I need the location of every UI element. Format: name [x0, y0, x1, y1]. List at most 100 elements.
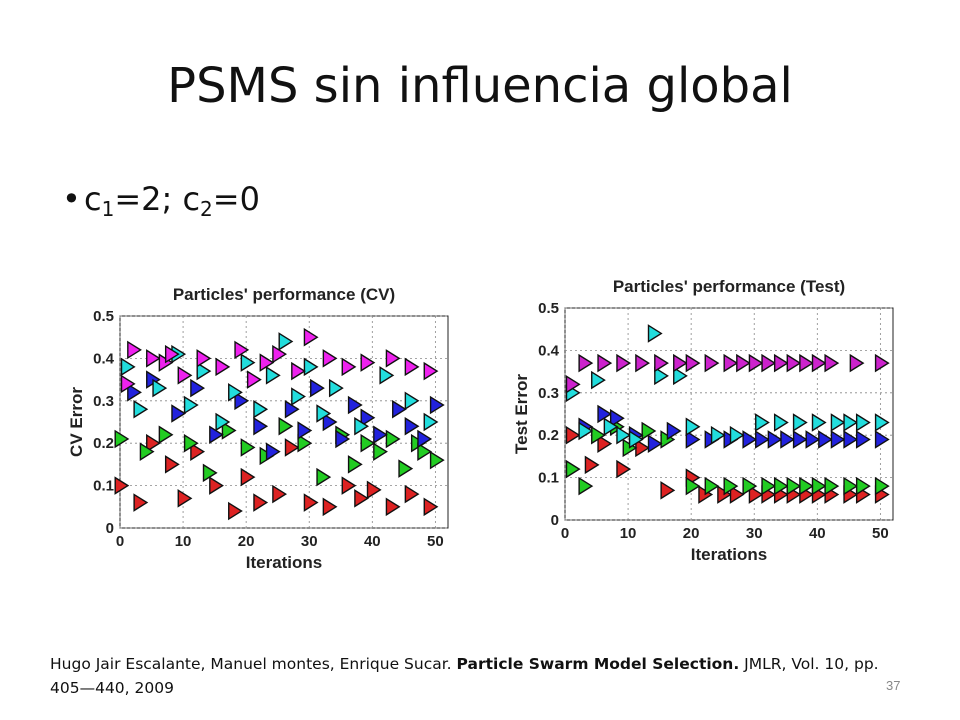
data-point-marker [246, 370, 262, 389]
data-point-marker [373, 425, 388, 444]
data-point-marker [316, 404, 332, 423]
data-point-marker [385, 349, 401, 368]
data-point-marker [354, 416, 370, 436]
data-point-marker [591, 370, 606, 390]
data-point-marker [799, 476, 815, 496]
data-point-marker [565, 459, 581, 479]
data-point-marker [417, 429, 433, 449]
data-point-marker [209, 476, 224, 495]
citation-venue: JMLR, Vol. 10, pp. 405—440, 2009 [50, 655, 879, 697]
data-point-marker [843, 413, 859, 432]
data-point-marker [404, 357, 420, 377]
data-point-marker [303, 493, 319, 512]
data-point-marker [322, 497, 338, 517]
data-point-marker [215, 357, 231, 377]
data-point-marker [565, 375, 581, 394]
data-point-marker [139, 442, 155, 461]
data-point-marker [647, 324, 663, 343]
data-point-marker [366, 480, 382, 500]
data-point-marker [792, 413, 808, 432]
page-number: 37 [886, 678, 901, 693]
data-point-marker [811, 413, 827, 432]
data-point-marker [654, 366, 669, 386]
data-point-marker [120, 374, 136, 394]
data-point-marker [278, 416, 294, 436]
data-point-marker [190, 378, 206, 398]
series-group [565, 324, 890, 504]
data-point-marker [164, 344, 180, 364]
data-point-marker [127, 383, 142, 402]
data-point-marker [278, 332, 294, 351]
data-point-marker [799, 353, 815, 373]
data-point-marker [811, 476, 827, 496]
data-point-marker [767, 430, 783, 449]
data-point-marker [360, 353, 376, 372]
data-point-marker [114, 429, 130, 449]
data-point-marker [603, 417, 619, 436]
data-point-marker [316, 467, 332, 487]
y-tick-label: 0.3 [93, 393, 114, 410]
data-point-marker [673, 353, 688, 373]
data-point-marker [761, 353, 777, 373]
data-point-marker [710, 425, 726, 445]
x-tick-label: 0 [116, 533, 124, 550]
c2-value: =0 [212, 180, 260, 218]
x-tick-label: 20 [683, 525, 700, 542]
data-point-marker [818, 430, 833, 449]
data-point-marker [773, 476, 789, 496]
data-point-marker [385, 497, 401, 517]
c1-value: =2; c [114, 180, 201, 218]
data-point-marker [616, 425, 632, 445]
data-point-marker [830, 413, 846, 432]
data-point-marker [398, 459, 414, 478]
y-tick-label: 0.2 [93, 435, 114, 452]
data-point-marker [597, 434, 613, 453]
data-point-marker [322, 349, 338, 368]
data-point-marker [786, 353, 802, 373]
data-point-marker [616, 353, 632, 373]
data-point-marker [761, 476, 777, 496]
data-point-marker [704, 353, 720, 373]
y-tick-label: 0.5 [538, 300, 559, 317]
data-point-marker [392, 400, 407, 419]
data-point-marker [303, 327, 319, 347]
data-point-marker [253, 400, 269, 419]
data-point-marker [805, 430, 821, 449]
data-point-marker [609, 408, 625, 428]
data-point-marker [660, 481, 676, 500]
data-point-marker [221, 421, 237, 440]
x-tick-label: 10 [175, 533, 192, 550]
data-point-marker [240, 438, 256, 457]
x-tick-label: 40 [809, 525, 826, 542]
data-point-marker [297, 421, 313, 440]
data-point-marker [385, 429, 401, 449]
data-point-marker [120, 357, 136, 377]
y-tick-label: 0.4 [538, 342, 560, 359]
citation: Hugo Jair Escalante, Manuel montes, Enri… [50, 652, 880, 700]
data-point-marker [215, 412, 231, 432]
series-group [114, 327, 445, 521]
data-point-marker [843, 476, 859, 496]
data-point-marker [792, 430, 808, 449]
data-point-marker [404, 484, 420, 504]
x-tick-label: 20 [238, 533, 255, 550]
x-tick-label: 0 [561, 525, 569, 542]
data-point-marker [253, 493, 269, 512]
data-point-marker [265, 366, 281, 385]
data-point-marker [341, 476, 357, 495]
data-point-marker [127, 340, 142, 360]
data-point-marker [259, 353, 275, 372]
data-point-marker [240, 467, 256, 487]
y-tick-label: 0.1 [93, 478, 114, 495]
data-point-marker [591, 425, 606, 445]
data-point-marker [729, 425, 745, 445]
data-point-marker [855, 476, 871, 496]
data-point-marker [360, 408, 376, 428]
y-tick-label: 0.3 [538, 385, 559, 402]
data-point-marker [855, 413, 871, 432]
data-point-marker [234, 340, 250, 360]
data-point-marker [177, 489, 193, 508]
data-point-marker [811, 353, 827, 373]
chart-cv: Particles' performance (CV) 0 10 20 30 40 50 0 0… [67, 285, 449, 572]
data-point-marker [874, 476, 890, 496]
